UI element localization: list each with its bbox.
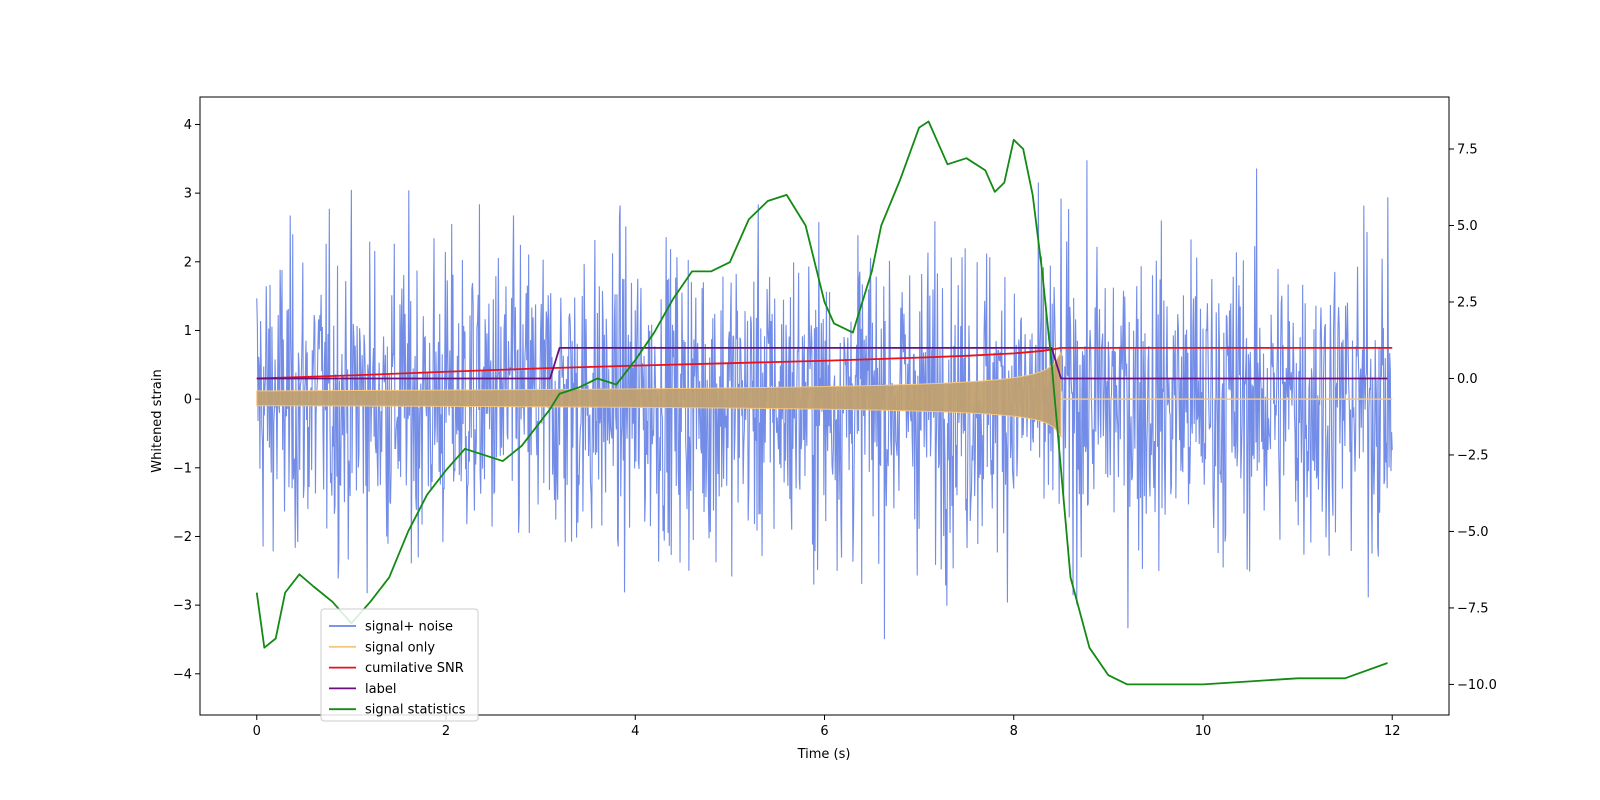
- y-tick-label: −4: [173, 667, 192, 682]
- series-signal-only: [256, 350, 1062, 439]
- legend: signal+ noise signal only cumilative SNR la…: [320, 608, 479, 722]
- series-lines-layer: [255, 120, 1393, 686]
- series-signal-statistics: [255, 120, 1388, 686]
- x-tick-label: 2: [442, 724, 450, 739]
- y2-tick-label: 5.0: [1457, 219, 1478, 234]
- legend-label: cumilative SNR: [365, 661, 464, 676]
- x-axis: 0 2 4 6 8 10 12: [253, 715, 1401, 739]
- legend-label: signal statistics: [365, 703, 466, 718]
- x-axis-label: Time (s): [797, 747, 851, 762]
- y-tick-label: 0: [184, 393, 192, 408]
- x-tick-label: 0: [253, 724, 261, 739]
- legend-box: [320, 608, 479, 722]
- y-tick-label: −2: [173, 530, 192, 545]
- y-axis-left: −4 −3 −2 −1 0 1 2 3 4: [173, 118, 200, 682]
- y-tick-label: −1: [173, 461, 192, 476]
- y2-tick-label: 7.5: [1457, 143, 1478, 158]
- legend-label: label: [365, 682, 396, 697]
- y-tick-label: 3: [184, 187, 192, 202]
- x-tick-label: 10: [1195, 724, 1212, 739]
- series-cumulative-snr: [256, 346, 1393, 380]
- x-tick-label: 12: [1384, 724, 1401, 739]
- legend-label: signal+ noise: [365, 620, 453, 635]
- x-tick-label: 4: [631, 724, 639, 739]
- y-tick-label: 1: [184, 324, 192, 339]
- y2-tick-label: −5.0: [1457, 525, 1489, 540]
- y2-tick-label: −7.5: [1457, 601, 1489, 616]
- y-tick-label: −3: [173, 599, 192, 614]
- y-tick-label: 2: [184, 255, 192, 270]
- y2-tick-label: −2.5: [1457, 448, 1489, 463]
- y2-tick-label: −10.0: [1457, 678, 1497, 693]
- x-tick-label: 8: [1010, 724, 1018, 739]
- x-tick-label: 6: [820, 724, 828, 739]
- legend-label: signal only: [365, 640, 435, 655]
- y2-tick-label: 0.0: [1457, 372, 1478, 387]
- series-label: [256, 346, 1388, 380]
- y-axis-label: Whitened strain: [150, 369, 165, 472]
- y2-tick-label: 2.5: [1457, 295, 1478, 310]
- y-tick-label: 4: [184, 118, 192, 133]
- y-axis-right: −10.0 −7.5 −5.0 −2.5 0.0 2.5 5.0 7.5: [1449, 143, 1497, 693]
